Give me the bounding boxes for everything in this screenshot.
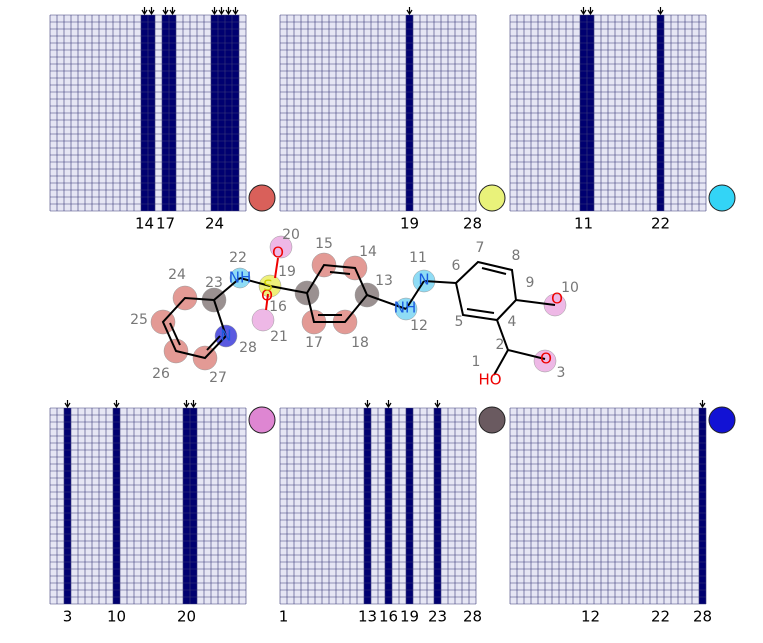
element-label: O [540, 350, 552, 368]
atom-number: 13 [375, 273, 393, 289]
element-label: S [263, 277, 273, 295]
tick-label: 20 [177, 608, 196, 626]
tick-label: 12 [581, 608, 600, 626]
tick-label: 28 [463, 215, 482, 233]
atom-number: 23 [205, 275, 223, 291]
atom-number: 7 [476, 240, 485, 256]
grid-lines [49, 407, 247, 605]
atom-number: 17 [305, 335, 323, 351]
arrow [406, 7, 413, 16]
atom-number: 3 [557, 365, 566, 381]
arrow [218, 7, 225, 16]
tick-label: 10 [107, 608, 126, 626]
arrow [232, 7, 239, 16]
atom-number: 16 [269, 299, 287, 315]
tick-label: 24 [205, 215, 224, 233]
tick-label: 28 [463, 608, 482, 626]
atom-number: 10 [561, 280, 579, 296]
heatmap-panel: 12 22 28 [509, 400, 736, 626]
tick-label: 17 [156, 215, 175, 233]
arrow [64, 400, 71, 409]
tick-label: 22 [651, 608, 670, 626]
arrow [183, 400, 190, 409]
heatmap-panel: 19 28 [279, 7, 506, 233]
legend-circle [478, 406, 506, 434]
arrow [587, 7, 594, 16]
arrow [211, 7, 218, 16]
atom-number: 21 [270, 329, 288, 345]
arrow [699, 400, 706, 409]
atom-number: 8 [512, 248, 521, 264]
arrow [113, 400, 120, 409]
legend-circle [248, 184, 276, 212]
tick-label: 22 [651, 215, 670, 233]
atom-number: 22 [229, 250, 247, 266]
arrow [385, 400, 392, 409]
arrow [162, 7, 169, 16]
arrow [225, 7, 232, 16]
tick-label: 23 [428, 608, 447, 626]
atom-number: 1 [472, 354, 481, 370]
arrow [148, 7, 155, 16]
tick-label: 16 [379, 608, 398, 626]
heatmap-panel: 1 13 16 19 23 28 [279, 400, 506, 626]
grid-lines [279, 407, 477, 605]
atom-number: 18 [351, 335, 369, 351]
arrow [169, 7, 176, 16]
arrow [580, 7, 587, 16]
heatmap-panel: 14 17 24 [49, 7, 276, 233]
element-label: HO [478, 371, 501, 389]
atom-number: 4 [508, 314, 517, 330]
legend-circle [708, 184, 736, 212]
legend-circle [478, 184, 506, 212]
atom-number: 6 [452, 258, 461, 274]
element-label: O [261, 287, 273, 305]
element-label: N [220, 327, 231, 345]
atom-number: 24 [168, 267, 186, 283]
bonds [161, 260, 556, 376]
atom-number: 28 [239, 340, 257, 356]
atom-number: 25 [130, 312, 148, 328]
atom-number: 9 [526, 275, 535, 291]
grid-lines [509, 407, 707, 605]
heatmap-panel: 3 10 20 [49, 400, 276, 626]
atom-number: 14 [359, 244, 377, 260]
atom-number: 20 [282, 227, 300, 243]
atom-number: 15 [315, 236, 333, 252]
grid-lines [509, 14, 707, 212]
tick-label: 28 [693, 608, 712, 626]
grid-lines [49, 14, 247, 212]
legend-circle [248, 406, 276, 434]
atom-number: 2 [496, 337, 505, 353]
element-label: N [418, 271, 429, 289]
arrow [190, 400, 197, 409]
arrow [434, 400, 441, 409]
atom-number: 11 [409, 250, 427, 266]
grid-lines [279, 14, 477, 212]
arrow [657, 7, 664, 16]
atom-number: 26 [152, 366, 170, 382]
element-label: NH [394, 299, 417, 317]
tick-label: 14 [135, 215, 154, 233]
tick-label: 19 [400, 215, 419, 233]
tick-label: 19 [400, 608, 419, 626]
arrow [364, 400, 371, 409]
atom-number: 12 [410, 318, 428, 334]
heatmap-panel: 11 22 [509, 7, 736, 233]
element-label: O [551, 290, 563, 308]
tick-label: 1 [279, 608, 289, 626]
tick-label: 3 [63, 608, 73, 626]
atom-number: 19 [278, 264, 296, 280]
tick-label: 11 [574, 215, 593, 233]
atom-number: 5 [455, 314, 464, 330]
atom-number: 27 [209, 370, 227, 386]
element-label: O [272, 244, 284, 262]
element-label: NH [229, 269, 252, 287]
arrow [141, 7, 148, 16]
tick-label: 13 [358, 608, 377, 626]
legend-circle [708, 406, 736, 434]
